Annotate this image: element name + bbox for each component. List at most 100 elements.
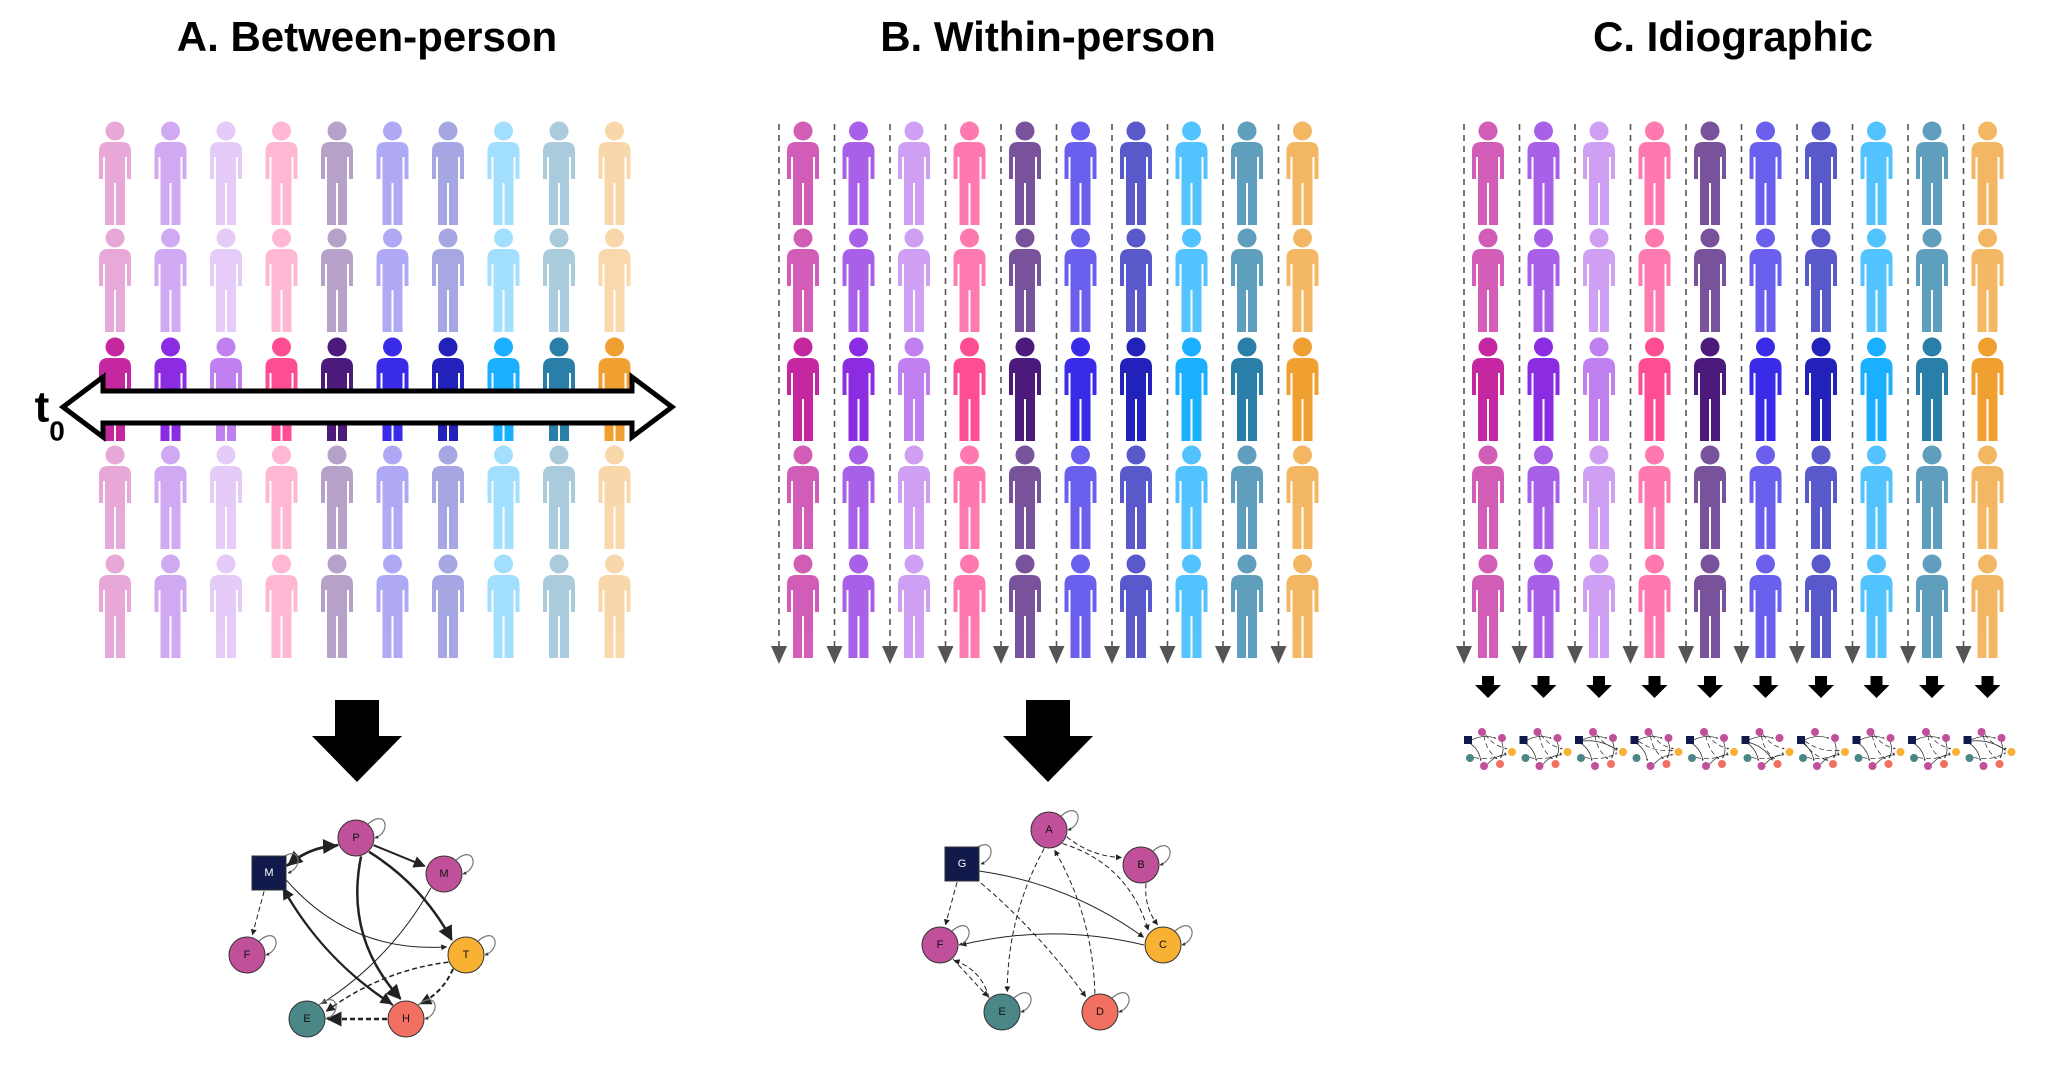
person-icon [1231,445,1263,549]
person-body [1860,142,1893,225]
person-head [1237,121,1257,141]
person-body [1971,575,2004,658]
mini-network [1797,728,1849,770]
mini-node [1630,736,1639,744]
mini-node [1563,748,1572,756]
person-head [161,445,180,465]
mini-network [1575,728,1627,770]
person-head [1922,121,1942,141]
person-head [1811,445,1831,465]
time-arrowhead [1270,646,1287,664]
person-icon [1120,554,1152,658]
self-loop [477,935,496,956]
mini-node [1619,748,1627,756]
time-arrowhead [1048,646,1065,664]
network-edge [1872,735,1886,760]
person-head [1922,445,1942,465]
person-body [99,142,131,225]
person-body [1286,142,1319,225]
person-body [787,466,819,549]
network-edge [1483,735,1498,760]
network-edge [953,959,990,999]
small-down-arrow [1530,676,1557,698]
person-body [210,575,242,658]
person-icon [154,228,187,332]
person-body [598,249,631,332]
person-body [1527,142,1560,225]
network-edge [325,961,449,1012]
person-body [1916,466,1948,549]
person-icon [1527,228,1560,332]
person-icon [1231,121,1263,225]
person-icon [1916,445,1948,549]
person-head [1867,121,1886,141]
person-body [1638,249,1671,332]
person-head [849,121,868,141]
person-body [1805,142,1837,225]
network-node [425,855,463,893]
person-head [1071,337,1090,357]
person-head [1182,554,1201,574]
person-icon [598,554,631,658]
person-icon [154,554,187,658]
network-edge [282,887,394,1006]
person-head [1756,121,1775,141]
mini-node [1831,734,1839,742]
mini-node [1607,760,1615,768]
person-icon [1583,228,1615,332]
person-icon [1583,121,1615,225]
network-edge [1709,753,1729,765]
person-body [432,249,464,332]
person-head [383,121,402,141]
person-head [549,121,569,141]
person-icon [1916,554,1948,658]
person-body [787,142,819,225]
person-icon [321,121,353,225]
person-head [494,554,513,574]
mini-node [1884,760,1893,768]
mini-node [1551,760,1560,768]
person-icon [1805,554,1837,658]
node-label: D [1096,1006,1104,1018]
person-head [216,121,236,141]
network-edge [1913,743,1926,762]
person-head [1071,121,1090,141]
node-label: M [264,867,273,879]
person-body [265,249,298,332]
self-loop [1174,925,1193,946]
person-head [1645,228,1664,248]
person-head [1589,445,1609,465]
network-edge [1066,836,1122,861]
person-icon [1805,121,1837,225]
person-head [1978,445,1997,465]
person-icon [265,445,298,549]
person-icon [898,228,930,332]
person-body [1694,249,1726,332]
person-head [849,554,868,574]
person-body [1175,249,1208,332]
person-head [1071,228,1090,248]
person-body [1009,575,1041,658]
person-head [494,337,513,357]
person-head [1811,554,1831,574]
person-icon [1472,337,1504,441]
person-head [1126,337,1146,357]
person-head [161,121,180,141]
network-edge [1944,741,1948,759]
person-head [549,228,569,248]
person-head [793,445,813,465]
mini-node [1811,728,1819,736]
mini-node [1688,754,1696,762]
person-icon [1527,554,1560,658]
person-body [321,466,353,549]
person-body [1694,142,1726,225]
person-body [376,466,409,549]
person-icon [1009,337,1041,441]
person-body [1805,466,1837,549]
person-icon [1749,121,1782,225]
person-head [1534,228,1553,248]
person-body [598,142,631,225]
network-edge [419,968,454,1005]
network-edge [1984,734,2007,750]
